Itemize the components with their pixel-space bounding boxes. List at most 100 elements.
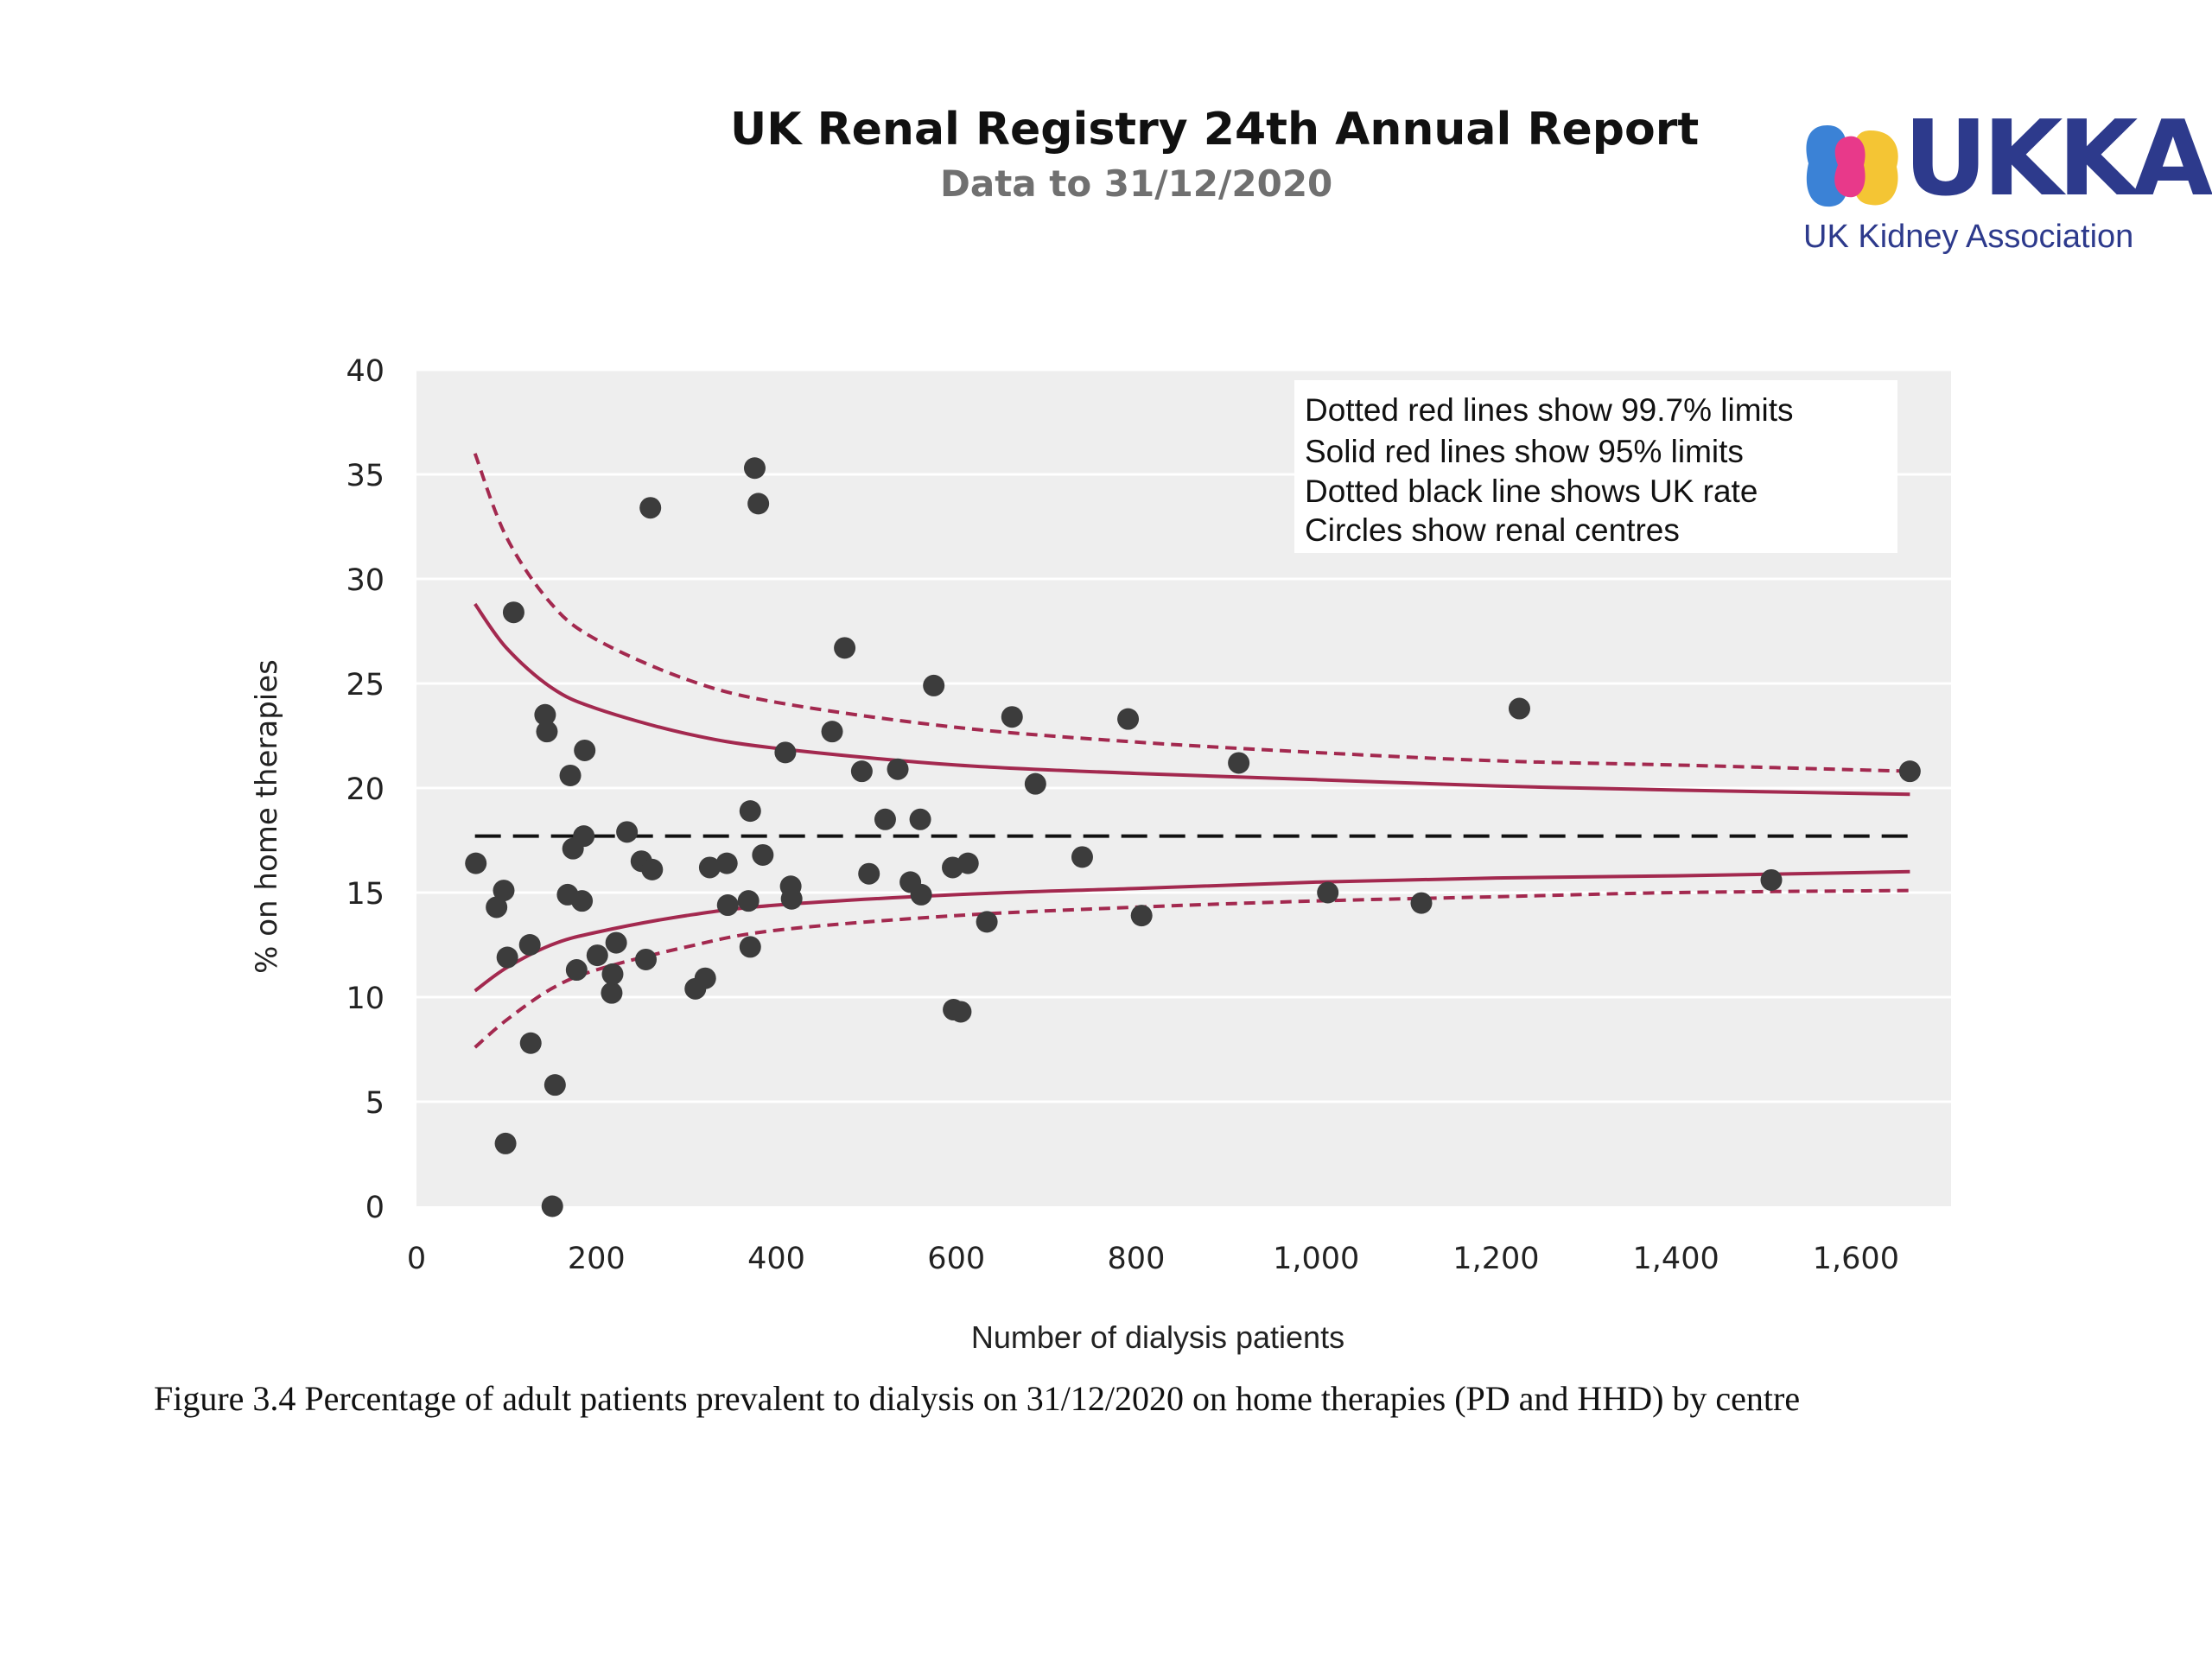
centre-point — [821, 721, 843, 743]
upper-95-limit-line — [474, 602, 1910, 797]
y-tick-label: 15 — [346, 877, 385, 912]
y-tick-label: 0 — [365, 1191, 385, 1225]
centre-point — [573, 825, 595, 848]
centre-point — [1130, 905, 1153, 927]
centre-point — [1898, 760, 1921, 783]
centre-point — [1001, 706, 1023, 728]
centre-point — [780, 887, 803, 910]
centre-point — [601, 982, 623, 1004]
centre-point — [1760, 868, 1783, 891]
centre-point — [1317, 881, 1339, 904]
centre-point — [747, 493, 770, 515]
centre-point — [887, 758, 909, 780]
centre-point — [565, 959, 588, 982]
centre-point — [1024, 772, 1046, 795]
centre-point — [715, 852, 738, 874]
centre-point — [1410, 892, 1433, 914]
legend-note: Dotted red lines show 99.7% limits — [1305, 392, 1794, 428]
centre-point — [976, 911, 998, 933]
legend-note: Dotted black line shows UK rate — [1305, 474, 1758, 509]
centre-point — [518, 934, 541, 956]
centre-point — [616, 821, 639, 843]
x-tick-label: 800 — [1108, 1242, 1166, 1276]
centre-point — [534, 703, 556, 726]
report-title: UK Renal Registry 24th Annual Report — [730, 104, 1700, 156]
gridlines — [416, 368, 1951, 1103]
centre-point — [541, 1195, 563, 1217]
y-tick-label: 10 — [346, 982, 385, 1016]
centre-point — [1508, 697, 1530, 720]
centre-point — [496, 946, 518, 969]
centre-point — [909, 808, 931, 830]
centre-point — [502, 601, 524, 624]
centre-point — [493, 880, 515, 902]
centre-point — [858, 862, 880, 885]
centre-point — [739, 800, 761, 823]
centre-point — [486, 896, 508, 918]
x-axis-label: Number of dialysis patients — [971, 1319, 1344, 1355]
legend-note: Solid red lines show 95% limits — [1305, 434, 1744, 469]
centre-point — [874, 808, 896, 830]
centre-point — [635, 948, 657, 970]
y-tick-label: 40 — [346, 354, 385, 389]
centre-point — [752, 843, 774, 866]
centre-point — [743, 457, 766, 480]
centre-point — [850, 760, 873, 783]
centre-point — [571, 890, 594, 912]
centre-points — [465, 457, 1921, 1217]
centre-point — [1117, 708, 1140, 730]
legend-box — [1294, 380, 1897, 553]
logo-organisation-name: UK Kidney Association — [1803, 219, 2134, 255]
centre-point — [586, 944, 608, 967]
centre-point — [698, 856, 721, 879]
centre-point — [957, 852, 979, 874]
x-tick-label: 1,600 — [1813, 1242, 1899, 1276]
x-tick-label: 1,000 — [1273, 1242, 1359, 1276]
x-tick-label: 1,200 — [1452, 1242, 1539, 1276]
ukka-logo: UKKA UK Kidney Association — [1802, 108, 2212, 264]
y-tick-label: 25 — [346, 668, 385, 702]
centre-point — [950, 1001, 972, 1023]
centre-point — [601, 963, 624, 985]
centre-point — [519, 1032, 542, 1054]
centre-point — [559, 764, 582, 786]
lower-95-limit-line — [474, 869, 1910, 993]
centre-point — [834, 637, 856, 659]
y-axis-label: % on home therapies — [250, 659, 284, 974]
report-subtitle: Data to 31/12/2020 — [940, 162, 1333, 205]
centre-point — [605, 931, 627, 954]
centre-point — [641, 858, 664, 880]
y-tick-label: 20 — [346, 772, 385, 807]
y-tick-label: 30 — [346, 563, 385, 598]
legend-note: Circles show renal centres — [1305, 512, 1680, 548]
centre-point — [465, 852, 487, 874]
figure-caption: Figure 3.4 Percentage of adult patients … — [154, 1379, 1801, 1418]
x-tick-label: 400 — [747, 1242, 805, 1276]
x-tick-label: 600 — [927, 1242, 985, 1276]
centre-point — [737, 890, 760, 912]
x-tick-labels: 0 200 400 600 800 1,000 1,200 1,400 1,600 — [407, 1242, 1899, 1276]
centre-point — [694, 967, 716, 989]
logo-shape-pink — [1834, 136, 1866, 198]
centre-point — [536, 721, 558, 743]
centre-point — [716, 894, 739, 917]
upper-99-7-limit-line — [473, 453, 1910, 773]
x-tick-label: 200 — [568, 1242, 626, 1276]
y-tick-label: 35 — [346, 459, 385, 493]
centre-point — [910, 883, 932, 906]
centre-point — [639, 497, 662, 519]
x-tick-label: 0 — [407, 1242, 426, 1276]
centre-point — [739, 936, 761, 958]
centre-point — [574, 739, 596, 761]
centre-point — [1228, 752, 1250, 774]
y-tick-labels: 0 5 10 15 20 25 30 35 40 — [346, 354, 385, 1225]
ukka-logo-icon — [1806, 125, 1898, 207]
centre-point — [494, 1132, 517, 1154]
centre-point — [543, 1074, 566, 1096]
y-tick-label: 5 — [365, 1086, 385, 1121]
logo-wordmark: UKKA — [1904, 99, 2212, 219]
centre-point — [923, 674, 945, 696]
logo-shape-yellow — [1854, 130, 1898, 206]
centre-point — [1071, 846, 1093, 868]
